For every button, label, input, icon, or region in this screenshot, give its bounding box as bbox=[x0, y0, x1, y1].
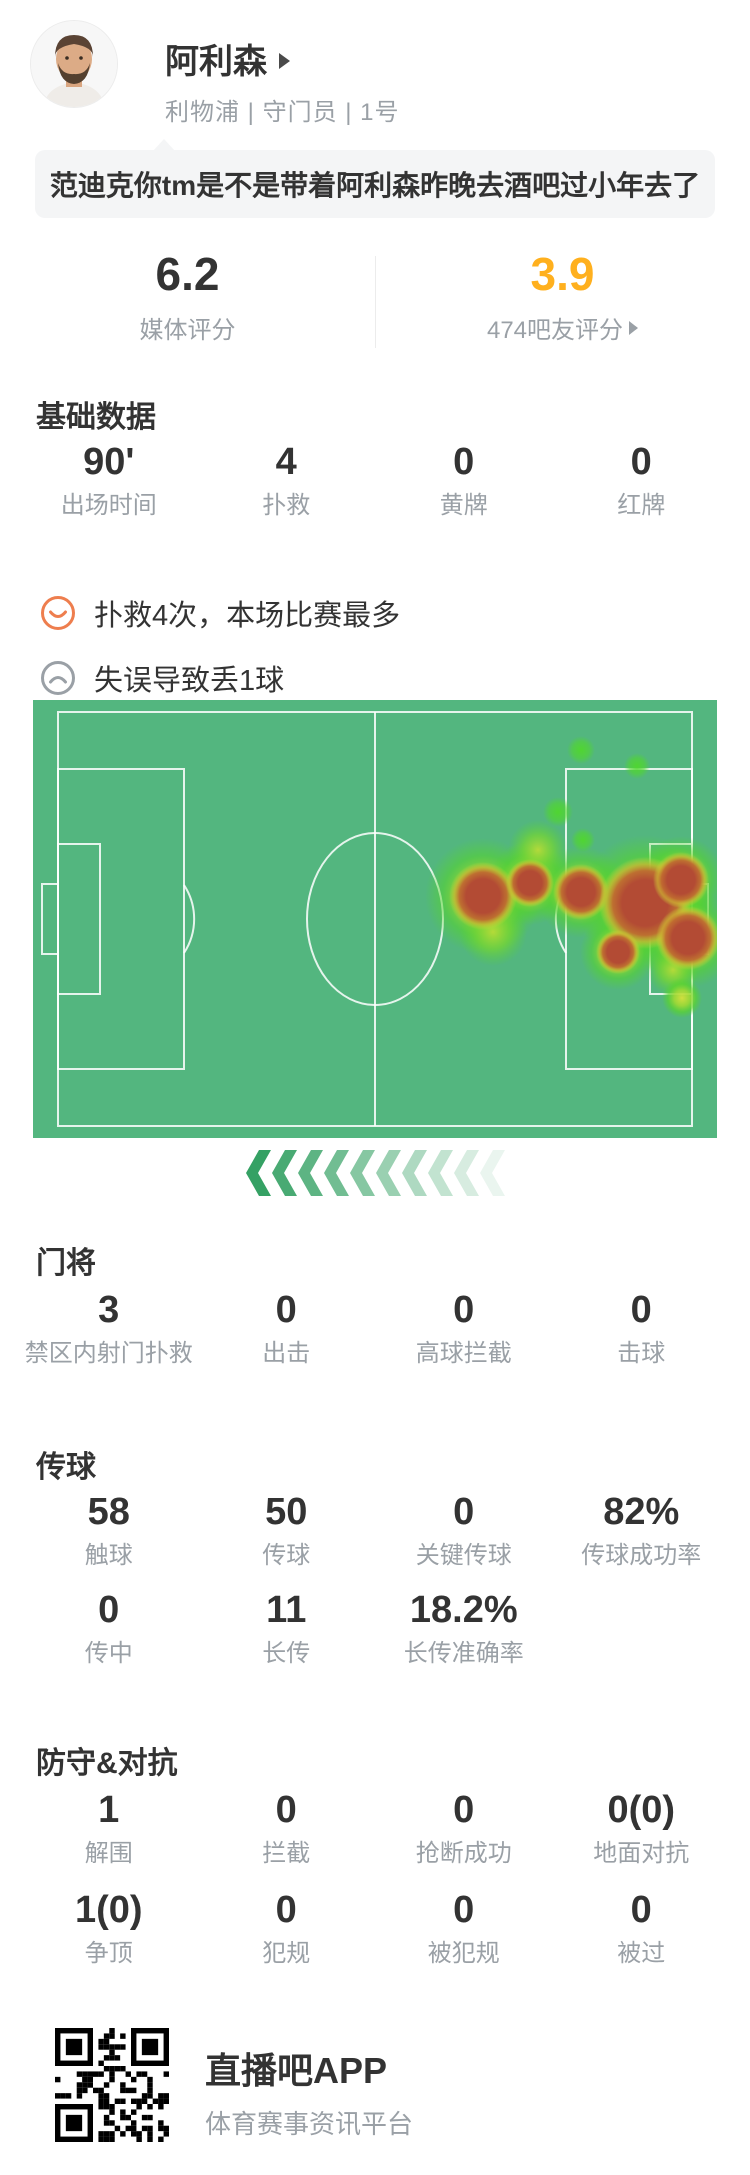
stat-interceptions: 0 拦截 bbox=[262, 1789, 311, 1867]
passing-stats-row-1: 58 触球 50 传球 0 关键传球 82% 传球成功率 bbox=[20, 1490, 730, 1570]
defense-stats-row-2: 1(0) 争顶 0 犯规 0 被犯规 0 被过 bbox=[20, 1888, 730, 1968]
heat-layer bbox=[425, 736, 738, 1018]
ratings-divider bbox=[375, 256, 376, 348]
player-meta: 利物浦 | 守门员 | 1号 bbox=[165, 99, 400, 126]
stat-long-ball-accuracy: 18.2% 长传准确率 bbox=[403, 1589, 524, 1667]
fan-rating-value: 3.9 bbox=[530, 248, 595, 300]
stat-fouls: 0 犯规 bbox=[262, 1889, 311, 1967]
stat-empty-cell bbox=[553, 1588, 731, 1668]
media-rating-value: 6.2 bbox=[155, 248, 220, 300]
basic-stats-row: 90' 出场时间 4 扑救 0 黄牌 0 红牌 bbox=[20, 440, 730, 520]
smile-icon bbox=[41, 596, 75, 630]
goalkeeper-stats-row: 3 禁区内射门扑救 0 出击 0 高球拦截 0 击球 bbox=[20, 1288, 730, 1368]
stat-ground-duels: 0(0) 地面对抗 bbox=[593, 1789, 690, 1867]
fan-rating-label[interactable]: 474吧友评分 bbox=[375, 310, 750, 345]
ratings-row: 6.2 媒体评分 3.9 474吧友评分 bbox=[0, 248, 750, 345]
stat-dribbled-past: 0 被过 bbox=[617, 1889, 666, 1967]
highlight-negative: 失误导致丢1球 bbox=[40, 657, 284, 699]
stat-rush-outs: 0 出击 bbox=[262, 1289, 311, 1367]
stat-yellow-cards: 0 黄牌 bbox=[439, 441, 488, 519]
avatar-portrait bbox=[31, 21, 117, 107]
stat-long-balls: 11 长传 bbox=[262, 1589, 311, 1667]
media-rating: 6.2 媒体评分 bbox=[0, 248, 375, 345]
stat-passes: 50 传球 bbox=[262, 1491, 311, 1569]
fan-rating[interactable]: 3.9 474吧友评分 bbox=[375, 248, 750, 345]
attack-direction-chevrons-icon bbox=[0, 1150, 750, 1196]
highlight-negative-text: 失误导致丢1球 bbox=[94, 665, 285, 697]
section-title-basic: 基础数据 bbox=[36, 401, 156, 434]
media-rating-label: 媒体评分 bbox=[139, 317, 236, 344]
fan-comment-text: 范迪克你tm是不是带着阿利森昨晚去酒吧过小年去了 bbox=[49, 170, 701, 201]
player-name: 阿利森 bbox=[165, 43, 267, 81]
qr-code bbox=[55, 2028, 169, 2142]
stat-minutes: 90' 出场时间 bbox=[60, 441, 157, 519]
stat-clearances: 1 解围 bbox=[84, 1789, 133, 1867]
player-link-arrow-icon[interactable] bbox=[279, 52, 290, 69]
fan-rating-arrow-icon bbox=[629, 320, 639, 335]
stat-pass-accuracy: 82% 传球成功率 bbox=[581, 1491, 702, 1569]
passing-stats-row-2: 0 传中 11 长传 18.2% 长传准确率 bbox=[20, 1588, 730, 1668]
stat-crosses: 0 传中 bbox=[84, 1589, 133, 1667]
pitch-heatmap bbox=[33, 700, 738, 1143]
stat-touches: 58 触球 bbox=[84, 1491, 133, 1569]
app-name: 直播吧APP bbox=[205, 2050, 388, 2091]
section-title-passing: 传球 bbox=[36, 1451, 96, 1484]
stat-punches: 0 击球 bbox=[617, 1289, 666, 1367]
app-tagline: 体育赛事资讯平台 bbox=[205, 2109, 414, 2139]
stat-saves: 4 扑救 bbox=[262, 441, 311, 519]
player-avatar[interactable] bbox=[30, 20, 118, 108]
highlight-positive-text: 扑救4次，本场比赛最多 bbox=[94, 600, 401, 632]
section-title-goalkeeper: 门将 bbox=[36, 1247, 96, 1280]
stat-high-claims: 0 高球拦截 bbox=[415, 1289, 512, 1367]
stat-tackles-won: 0 抢断成功 bbox=[415, 1789, 512, 1867]
stat-key-passes: 0 关键传球 bbox=[415, 1491, 512, 1569]
defense-stats-row-1: 1 解围 0 拦截 0 抢断成功 0(0) 地面对抗 bbox=[20, 1788, 730, 1868]
highlight-positive: 扑救4次，本场比赛最多 bbox=[40, 592, 400, 634]
section-title-defense: 防守&对抗 bbox=[36, 1747, 178, 1780]
fan-comment-bubble[interactable]: 范迪克你tm是不是带着阿利森昨晚去酒吧过小年去了 bbox=[35, 139, 715, 218]
stat-aerial-duels: 1(0) 争顶 bbox=[74, 1889, 143, 1967]
stat-saves-in-box: 3 禁区内射门扑救 bbox=[24, 1289, 193, 1367]
stat-red-cards: 0 红牌 bbox=[617, 441, 666, 519]
frown-icon bbox=[41, 661, 75, 695]
pitch bbox=[33, 700, 738, 1138]
stat-fouled: 0 被犯规 bbox=[427, 1889, 500, 1967]
